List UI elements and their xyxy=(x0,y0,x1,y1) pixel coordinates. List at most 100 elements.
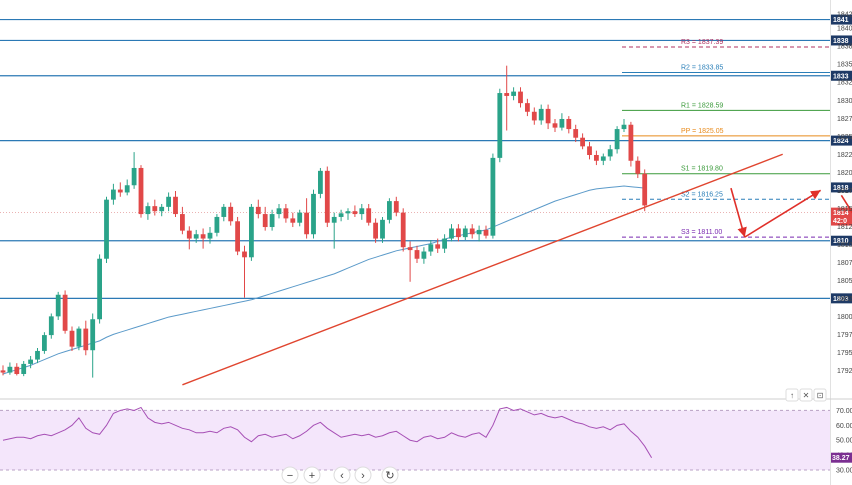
scroll-left-icon[interactable]: ‹ xyxy=(333,466,351,484)
candle-body xyxy=(276,208,282,215)
candle xyxy=(111,183,116,205)
candle xyxy=(186,226,192,250)
level-price-tag xyxy=(831,135,852,146)
current-price-tag xyxy=(831,182,852,193)
candle-body xyxy=(435,244,441,249)
candle xyxy=(469,224,475,239)
candle xyxy=(414,245,420,264)
candle-body xyxy=(545,108,551,124)
level-price-tag-label: 1824 xyxy=(833,138,849,145)
candle-body xyxy=(214,216,220,233)
candle xyxy=(483,225,489,239)
candle-body xyxy=(304,212,309,235)
icon-glyph: ↻ xyxy=(385,470,394,482)
candle xyxy=(200,228,206,249)
candle xyxy=(0,365,6,376)
candle xyxy=(42,332,47,354)
candle-body xyxy=(290,218,296,223)
candle xyxy=(124,179,130,196)
up-arrow-icon[interactable]: ↑ xyxy=(785,388,799,402)
candle-body xyxy=(42,335,47,351)
candle xyxy=(435,238,441,253)
zoom-out-icon[interactable]: − xyxy=(281,466,299,484)
moving-average xyxy=(2,185,645,375)
candle xyxy=(525,98,530,117)
candle-body xyxy=(366,208,372,223)
candle-body xyxy=(0,370,6,373)
candle-body xyxy=(428,244,434,252)
pivot-label: PP = 1825.05 xyxy=(681,128,724,135)
projection-arrow xyxy=(744,189,822,238)
candle-body xyxy=(511,91,516,96)
candle xyxy=(290,212,296,228)
candle-body xyxy=(76,328,82,347)
candle-body xyxy=(200,234,206,239)
candle-body xyxy=(159,206,165,212)
candle-body xyxy=(462,228,468,238)
candle xyxy=(152,199,158,216)
candle xyxy=(366,203,372,226)
candle-body xyxy=(249,206,254,258)
candle-body xyxy=(35,350,40,360)
moving-average-line xyxy=(2,185,645,375)
projection-arrow xyxy=(730,187,747,238)
candle-body xyxy=(262,214,268,228)
candle-body xyxy=(331,216,337,223)
icon-button-bg xyxy=(333,466,351,484)
icon-button-bg xyxy=(799,388,813,402)
candle-body xyxy=(504,93,510,96)
current-price-tag xyxy=(831,215,852,226)
candle xyxy=(318,167,323,199)
icon-button-bg xyxy=(303,466,321,484)
candle xyxy=(518,87,523,108)
candle xyxy=(359,203,365,220)
candle-body xyxy=(242,251,247,258)
candle xyxy=(490,153,496,239)
maximize-icon[interactable]: ⊡ xyxy=(813,388,827,402)
icon-glyph: − xyxy=(287,470,293,482)
candle xyxy=(607,144,613,161)
candle xyxy=(628,121,634,167)
candle-body xyxy=(318,170,323,194)
candle xyxy=(159,203,165,217)
candle-body xyxy=(90,319,96,351)
candle-body xyxy=(352,211,358,215)
zoom-in-icon[interactable]: + xyxy=(303,466,321,484)
price-tick-label: 1838 xyxy=(837,44,852,51)
price-tick-label: 1825 xyxy=(837,134,852,141)
candle-body xyxy=(131,167,137,186)
candle xyxy=(324,166,330,228)
candle-body xyxy=(380,219,385,239)
candle xyxy=(614,126,620,154)
candle xyxy=(21,361,27,377)
candle-body xyxy=(580,137,585,147)
candle-body xyxy=(497,93,503,158)
candle xyxy=(387,198,392,224)
price-tick-label: 1802 xyxy=(837,296,852,303)
candle xyxy=(69,326,75,351)
candle-body xyxy=(297,212,303,223)
candle xyxy=(594,150,599,166)
candle-body xyxy=(387,201,392,220)
current-price-tag-label: 42:0 xyxy=(833,218,847,225)
candle-body xyxy=(124,185,130,193)
candle-body xyxy=(490,157,496,236)
close-icon[interactable]: ✕ xyxy=(799,388,813,402)
candle-body xyxy=(559,118,565,128)
candle xyxy=(449,224,454,242)
candle-body xyxy=(186,230,192,239)
candle-body xyxy=(449,228,454,239)
reset-icon[interactable]: ↻ xyxy=(381,466,399,484)
level-price-tag-label: 1810 xyxy=(833,238,849,245)
icon-button-bg xyxy=(281,466,299,484)
icon-glyph: ↑ xyxy=(790,391,794,400)
candle xyxy=(587,142,592,160)
trendline-group xyxy=(182,153,783,386)
candle-body xyxy=(642,173,648,206)
scroll-right-icon[interactable]: › xyxy=(354,466,372,484)
price-tick-label: 1817 xyxy=(837,188,852,195)
candle xyxy=(117,182,123,197)
